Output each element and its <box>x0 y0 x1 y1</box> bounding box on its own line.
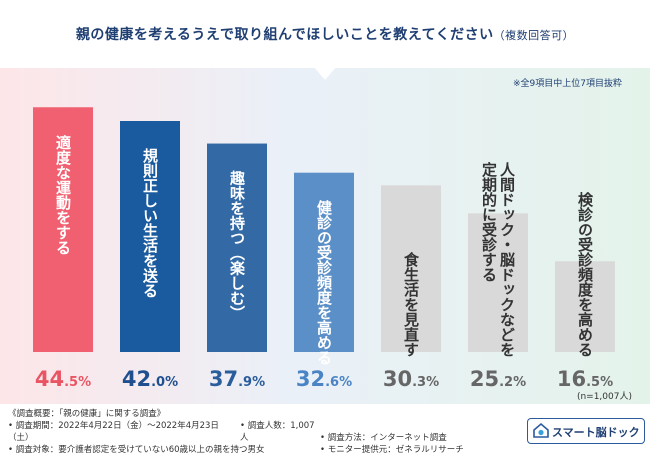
survey-title: 《調査概要：「親の健康」に関する調査》 <box>8 409 166 419</box>
bar-label-6-line-1: 人間ドック・脳ドックなどを <box>498 162 516 357</box>
bar-1 <box>33 107 93 352</box>
bar-label-2: 規則正しい生活を送る <box>141 148 159 298</box>
value-label-6: 25.2% <box>470 367 526 391</box>
bar-6 <box>468 213 528 352</box>
bar-7 <box>555 261 615 352</box>
survey-method: • 調査方法：インターネット調査 <box>320 433 447 443</box>
header: 親の健康を考えるうえで取り組んでほしいことを教えてください（複数回答可） <box>0 0 650 68</box>
bar-4 <box>294 172 354 352</box>
title-pointer <box>313 66 337 80</box>
value-label-5: 30.3% <box>383 367 439 391</box>
chart-title: 親の健康を考えるうえで取り組んでほしいことを教えてください（複数回答可） <box>75 27 575 43</box>
value-label-3: 37.9% <box>209 367 265 391</box>
value-label-4: 32.6% <box>296 367 352 391</box>
value-label-1: 44.5% <box>35 367 91 391</box>
bar-label-5: 食生活を見直す <box>402 251 420 357</box>
house-brain-icon <box>533 422 549 438</box>
bar-label-4: 健診の受診頻度を高める <box>315 199 333 365</box>
bar-label-7: 検診の受診頻度を高める <box>576 191 594 357</box>
brand-logo: スマート脳ドック <box>527 418 645 444</box>
bar-chart: 適度な運動をする 44.5% 規則正しい生活を送る 42.0% 趣味を持つ（楽しむ） 37… <box>33 107 632 402</box>
bar-label-3: 趣味を持つ（楽しむ） <box>228 170 246 321</box>
survey-target: • 調査対象：要介護者認定を受けていない60歳以上の親を持つ男女 <box>8 445 265 455</box>
survey-period: • 調査期間：2022年4月22日（金）〜2022年4月23日（土） <box>8 421 219 443</box>
value-label-7: 16.5% <box>557 367 613 391</box>
bar-label-6-line-2: 定期的に受診する <box>480 161 498 282</box>
sample-size-note: (n=1,007人) <box>577 391 632 402</box>
survey-footer: 《調査概要：「親の健康」に関する調査》 • 調査期間：2022年4月22日（金）… <box>8 408 480 456</box>
survey-count: • 調査人数：1,007人 <box>240 421 315 443</box>
bar-2 <box>120 121 180 352</box>
bar-5 <box>381 185 441 352</box>
item-note: ※全9項目中上位7項目抜粋 <box>513 79 622 89</box>
bar-3 <box>207 143 267 352</box>
bar-label-1: 適度な運動をする <box>54 134 72 255</box>
value-label-2: 42.0% <box>122 367 178 391</box>
survey-provider: • モニター提供元：ゼネラルリサーチ <box>320 445 464 455</box>
